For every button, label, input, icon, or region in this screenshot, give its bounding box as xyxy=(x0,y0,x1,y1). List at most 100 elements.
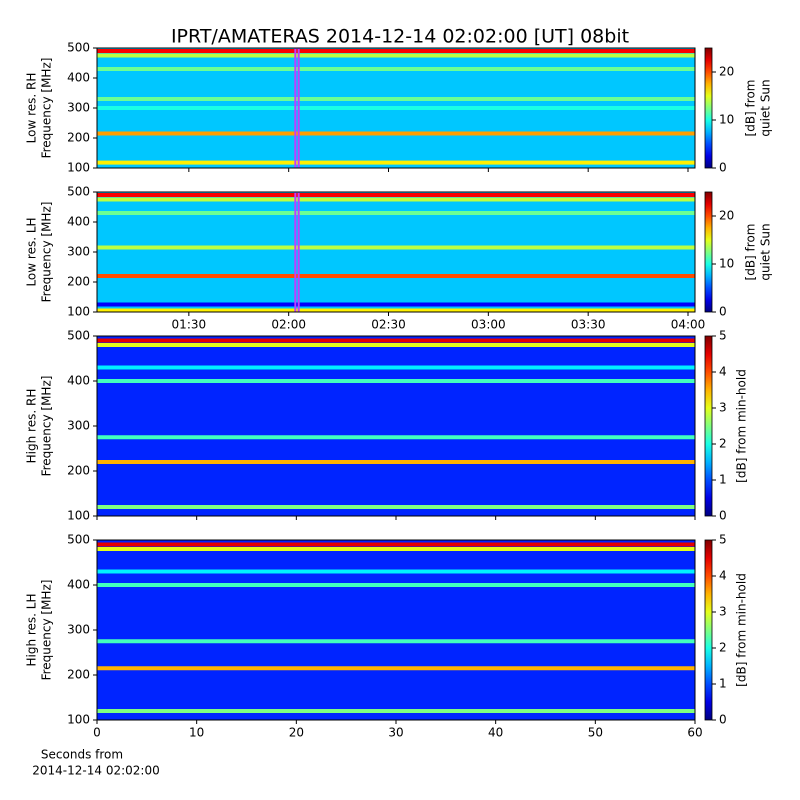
x-tick-label: 01:30 xyxy=(172,318,207,332)
colorbar-tick-label: 0 xyxy=(719,305,727,319)
y-axis-label: High res. LH xyxy=(25,593,39,666)
colorbar-label: [dB] from min-hold xyxy=(735,573,749,687)
x-tick-label: 02:30 xyxy=(371,318,406,332)
emission-band xyxy=(97,338,695,343)
x-tick-label: 20 xyxy=(289,726,304,740)
y-tick-label: 400 xyxy=(67,71,90,85)
y-tick-label: 200 xyxy=(67,131,90,145)
colorbar-tick-label: 1 xyxy=(719,473,727,487)
colorbar-tick-label: 20 xyxy=(719,65,734,79)
heatmap xyxy=(97,540,695,720)
colorbar-tick-label: 2 xyxy=(719,641,727,655)
y-tick-label: 100 xyxy=(67,305,90,319)
y-tick-label: 300 xyxy=(67,623,90,637)
colorbar-tick-label: 4 xyxy=(719,569,727,583)
emission-band xyxy=(97,274,695,278)
heatmap xyxy=(97,336,695,516)
y-tick-label: 400 xyxy=(67,578,90,592)
emission-band xyxy=(97,106,695,110)
y-axis-label: Frequency [MHz] xyxy=(40,202,54,303)
heatmap xyxy=(97,48,695,168)
emission-band xyxy=(97,245,695,250)
colorbar-label: [dB] from xyxy=(744,80,758,137)
x-tick-label: 30 xyxy=(388,726,403,740)
y-axis-label: Frequency [MHz] xyxy=(40,376,54,477)
y-tick-label: 400 xyxy=(67,374,90,388)
emission-band xyxy=(97,379,695,383)
emission-band xyxy=(97,435,695,440)
emission-band xyxy=(97,547,695,551)
y-axis-label: Low res. LH xyxy=(25,217,39,286)
colorbar-tick-label: 0 xyxy=(719,509,727,523)
y-tick-label: 500 xyxy=(67,185,90,199)
emission-band xyxy=(97,505,695,509)
emission-band xyxy=(97,639,695,644)
emission-band xyxy=(97,49,695,53)
x-tick-label: 60 xyxy=(687,726,702,740)
y-tick-label: 300 xyxy=(67,245,90,259)
emission-band xyxy=(97,197,695,202)
y-axis-label: Frequency [MHz] xyxy=(40,58,54,159)
heatmap-background xyxy=(97,336,695,516)
x-tick-label: 50 xyxy=(588,726,603,740)
colorbar-label: quiet Sun xyxy=(759,223,773,280)
colorbar xyxy=(704,191,713,313)
colorbar-tick-label: 2 xyxy=(719,437,727,451)
emission-band xyxy=(97,131,695,136)
x-tick-label: 03:30 xyxy=(571,318,606,332)
colorbar-tick-label: 10 xyxy=(719,113,734,127)
y-tick-label: 100 xyxy=(67,509,90,523)
colorbar-label: quiet Sun xyxy=(759,79,773,136)
heatmap-background xyxy=(97,540,695,720)
colorbar-tick-label: 4 xyxy=(719,365,727,379)
y-tick-label: 400 xyxy=(67,215,90,229)
x-tick-label: 04:00 xyxy=(671,318,706,332)
emission-band xyxy=(97,302,695,307)
y-tick-label: 300 xyxy=(67,101,90,115)
colorbar-tick-label: 10 xyxy=(719,257,734,271)
y-tick-label: 500 xyxy=(67,329,90,343)
colorbar-label: [dB] from xyxy=(744,224,758,281)
y-tick-label: 500 xyxy=(67,41,90,55)
x-tick-label: 40 xyxy=(488,726,503,740)
y-axis-label: Frequency [MHz] xyxy=(40,580,54,681)
emission-band xyxy=(97,308,695,312)
emission-band xyxy=(97,583,695,587)
emission-band xyxy=(97,53,695,58)
colorbar xyxy=(704,539,713,721)
colorbar-tick-label: 1 xyxy=(719,677,727,691)
emission-band xyxy=(97,67,695,71)
colorbar-tick-label: 5 xyxy=(719,533,727,547)
emission-band xyxy=(97,160,695,165)
x-tick-label: 0 xyxy=(93,726,101,740)
y-tick-label: 500 xyxy=(67,533,90,547)
emission-band xyxy=(97,97,695,101)
emission-band xyxy=(97,709,695,713)
heatmap xyxy=(97,192,695,312)
x-tick-label: 10 xyxy=(189,726,204,740)
emission-band xyxy=(97,343,695,347)
colorbar-tick-label: 3 xyxy=(719,401,727,415)
x-tick-label: 02:00 xyxy=(271,318,306,332)
y-tick-label: 200 xyxy=(67,275,90,289)
y-tick-label: 200 xyxy=(67,668,90,682)
colorbar-label: [dB] from min-hold xyxy=(735,369,749,483)
emission-band xyxy=(97,193,695,197)
y-axis-label: High res. RH xyxy=(25,389,39,464)
chart-title: IPRT/AMATERAS 2014-12-14 02:02:00 [UT] 0… xyxy=(171,26,629,48)
x-axis-label: Seconds from xyxy=(41,748,123,762)
emission-band xyxy=(97,460,695,464)
emission-band xyxy=(97,542,695,547)
colorbar-tick-label: 0 xyxy=(719,161,727,175)
colorbar xyxy=(704,335,713,517)
y-tick-label: 100 xyxy=(67,161,90,175)
colorbar-tick-label: 5 xyxy=(719,329,727,343)
emission-band xyxy=(97,211,695,215)
heatmap-background xyxy=(97,192,695,312)
colorbar-tick-label: 0 xyxy=(719,713,727,727)
emission-band xyxy=(97,365,695,370)
x-axis-label: 2014-12-14 02:02:00 xyxy=(32,764,159,778)
colorbar-tick-label: 20 xyxy=(719,209,734,223)
colorbar xyxy=(704,47,713,169)
